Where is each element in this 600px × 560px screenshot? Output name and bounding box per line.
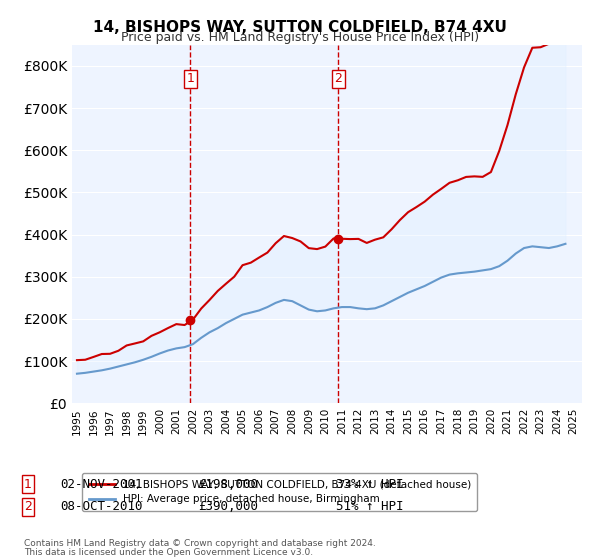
Text: 08-OCT-2010: 08-OCT-2010: [60, 500, 143, 514]
Text: This data is licensed under the Open Government Licence v3.0.: This data is licensed under the Open Gov…: [24, 548, 313, 557]
Text: 2: 2: [334, 72, 342, 85]
Text: 51% ↑ HPI: 51% ↑ HPI: [336, 500, 404, 514]
Text: £390,000: £390,000: [198, 500, 258, 514]
Legend: 14, BISHOPS WAY, SUTTON COLDFIELD, B74 4XU (detached house), HPI: Average price,: 14, BISHOPS WAY, SUTTON COLDFIELD, B74 4…: [82, 473, 478, 511]
Text: 33% ↑ HPI: 33% ↑ HPI: [336, 478, 404, 491]
Text: £198,000: £198,000: [198, 478, 258, 491]
Text: Price paid vs. HM Land Registry's House Price Index (HPI): Price paid vs. HM Land Registry's House …: [121, 31, 479, 44]
Text: 2: 2: [24, 500, 32, 514]
Text: 1: 1: [24, 478, 32, 491]
Text: 14, BISHOPS WAY, SUTTON COLDFIELD, B74 4XU: 14, BISHOPS WAY, SUTTON COLDFIELD, B74 4…: [93, 20, 507, 35]
Text: 1: 1: [186, 72, 194, 85]
Text: 02-NOV-2001: 02-NOV-2001: [60, 478, 143, 491]
Text: Contains HM Land Registry data © Crown copyright and database right 2024.: Contains HM Land Registry data © Crown c…: [24, 539, 376, 548]
